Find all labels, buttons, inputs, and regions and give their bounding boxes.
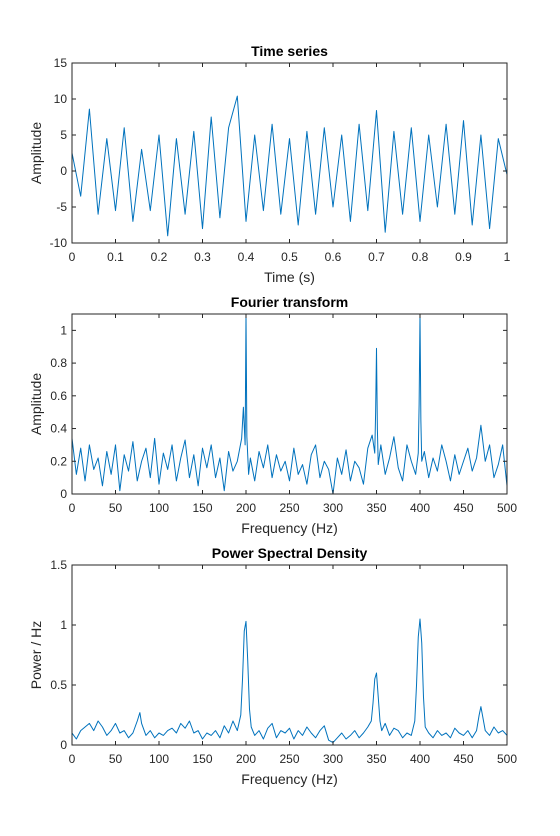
y-axis-label: Power / Hz bbox=[28, 621, 44, 689]
x-tick-label: 0.1 bbox=[107, 250, 124, 264]
y-tick-label: 5 bbox=[60, 128, 67, 142]
x-tick-label: 0.8 bbox=[412, 250, 429, 264]
x-tick-label: 100 bbox=[149, 752, 169, 766]
x-axis-label: Frequency (Hz) bbox=[241, 520, 337, 536]
y-tick-label: 0.8 bbox=[50, 356, 67, 370]
plot-frame bbox=[71, 313, 508, 495]
x-tick-label: 0 bbox=[69, 250, 76, 264]
x-tick-label: 0.3 bbox=[194, 250, 211, 264]
y-tick-label: 0 bbox=[60, 738, 67, 752]
x-axis-label: Time (s) bbox=[264, 269, 315, 285]
x-tick-label: 300 bbox=[323, 752, 343, 766]
x-tick-label: 1 bbox=[504, 250, 511, 264]
x-tick-label: 0.9 bbox=[455, 250, 472, 264]
y-tick-label: 1 bbox=[60, 618, 67, 632]
x-tick-label: 300 bbox=[323, 501, 343, 515]
plot-frame bbox=[71, 62, 508, 244]
x-tick-label: 350 bbox=[366, 752, 386, 766]
x-tick-label: 400 bbox=[410, 501, 430, 515]
y-tick-label: 0 bbox=[60, 487, 67, 501]
chart-panel-3: 0 50 100 150 200 250 300 350 400 450 500 0 0.5 1 1.5 Po… bbox=[28, 545, 517, 787]
x-tick-label: 250 bbox=[279, 752, 299, 766]
x-tick-label: 0.2 bbox=[151, 250, 168, 264]
x-tick-label: 0.5 bbox=[281, 250, 298, 264]
y-axis-label: Amplitude bbox=[28, 122, 44, 184]
x-tick-label: 500 bbox=[497, 501, 517, 515]
x-tick-label: 500 bbox=[497, 752, 517, 766]
x-tick-label: 250 bbox=[279, 501, 299, 515]
y-tick-label: -10 bbox=[50, 236, 68, 250]
y-tick-label: 0 bbox=[60, 164, 67, 178]
y-tick-label: 0.4 bbox=[50, 422, 67, 436]
x-tick-label: 450 bbox=[453, 501, 473, 515]
x-tick-label: 100 bbox=[149, 501, 169, 515]
y-tick-label: 0.5 bbox=[50, 678, 67, 692]
x-tick-label: 0 bbox=[69, 501, 76, 515]
y-tick-label: 1.5 bbox=[50, 558, 67, 572]
plot-frame bbox=[71, 564, 508, 746]
y-tick-label: 0.2 bbox=[50, 454, 67, 468]
series-line-1 bbox=[72, 95, 507, 237]
x-tick-label: 350 bbox=[366, 501, 386, 515]
chart-panel-2: 0 50 100 150 200 250 300 350 400 450 500 0 0.2 0.4 0.6… bbox=[28, 294, 517, 536]
x-tick-label: 0.7 bbox=[368, 250, 385, 264]
y-tick-label: 10 bbox=[54, 92, 68, 106]
x-tick-label: 0.6 bbox=[325, 250, 342, 264]
series-line-1 bbox=[72, 618, 507, 744]
x-tick-label: 50 bbox=[109, 501, 123, 515]
x-tick-label: 50 bbox=[109, 752, 123, 766]
y-tick-label: 15 bbox=[54, 56, 68, 70]
y-tick-label: -5 bbox=[56, 200, 67, 214]
y-axis-label: Amplitude bbox=[28, 373, 44, 435]
x-axis-label: Frequency (Hz) bbox=[241, 771, 337, 787]
chart-title: Fourier transform bbox=[231, 294, 348, 310]
x-tick-label: 0.4 bbox=[238, 250, 255, 264]
x-tick-label: 200 bbox=[236, 501, 256, 515]
x-tick-label: 450 bbox=[453, 752, 473, 766]
chart-title: Time series bbox=[251, 43, 328, 59]
y-tick-label: 0.6 bbox=[50, 389, 67, 403]
y-tick-label: 1 bbox=[60, 323, 67, 337]
x-tick-label: 0 bbox=[69, 752, 76, 766]
x-tick-label: 150 bbox=[192, 752, 212, 766]
x-tick-label: 150 bbox=[192, 501, 212, 515]
chart-title: Power Spectral Density bbox=[212, 545, 368, 561]
chart-panel-1: 0 0.1 0.2 0.3 0.4 0.5 0.6 0.7 0.8 0.9 1 -10 -5 0 5 10 15… bbox=[28, 43, 511, 285]
x-tick-label: 400 bbox=[410, 752, 430, 766]
series-line-1 bbox=[72, 314, 507, 494]
x-tick-label: 200 bbox=[236, 752, 256, 766]
